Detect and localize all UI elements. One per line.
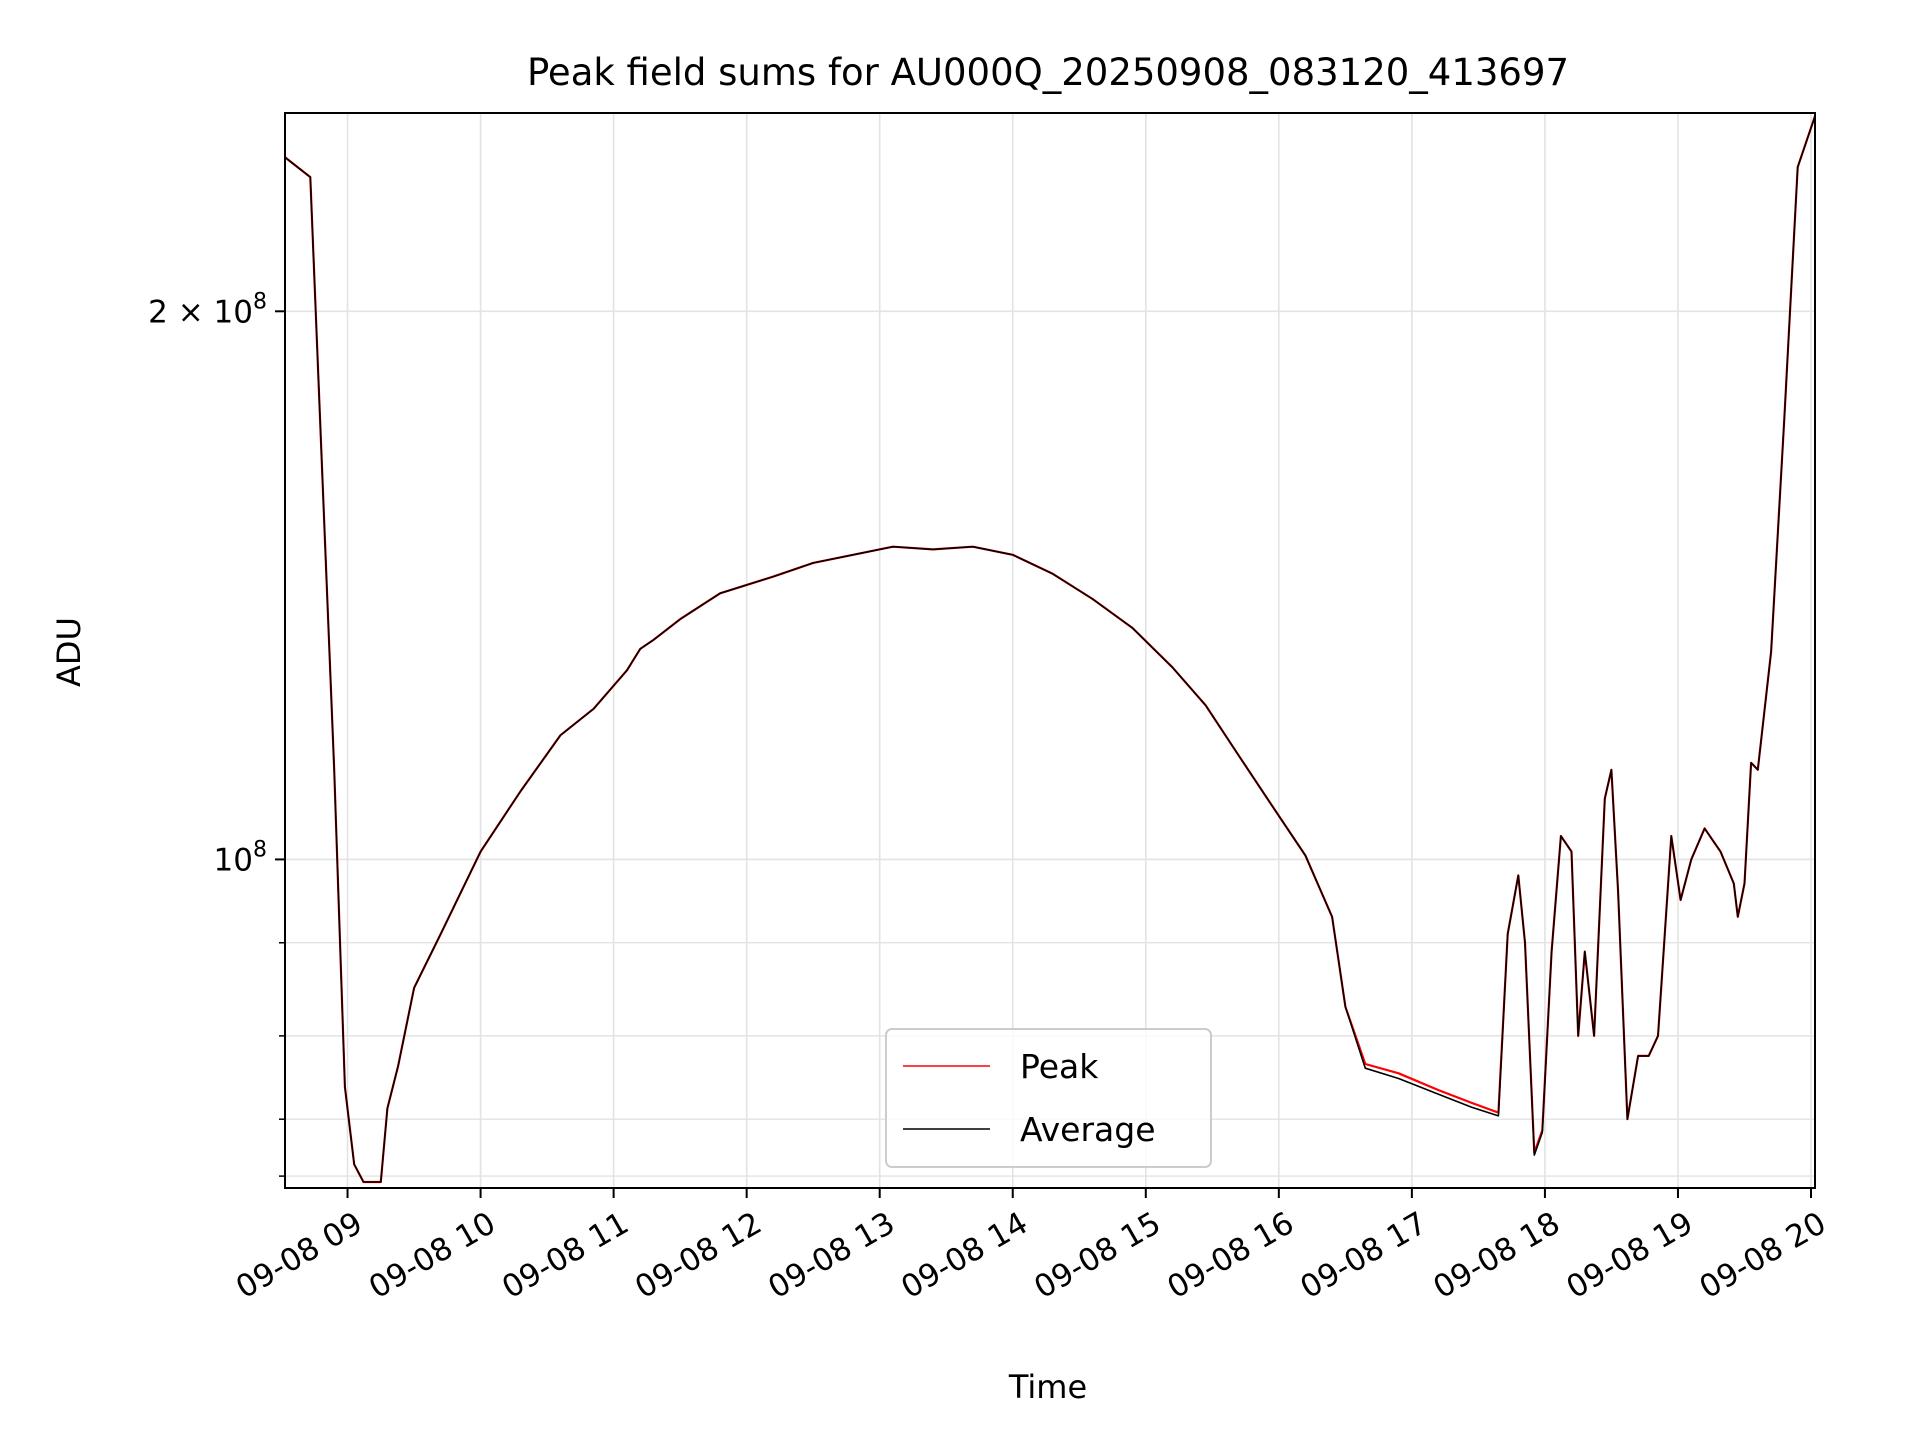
legend-label-peak: Peak — [1020, 1047, 1099, 1086]
y-tick-label: 108 — [214, 837, 267, 878]
chart-title: Peak field sums for AU000Q_20250908_0831… — [527, 51, 1569, 94]
series-line-average — [285, 115, 1815, 1183]
legend: Peak Average — [885, 1028, 1212, 1168]
plot-frame — [284, 112, 1816, 1189]
x-axis-label: Time — [1008, 1368, 1087, 1406]
legend-label-average: Average — [1020, 1110, 1156, 1149]
y-axis-label: ADU — [50, 617, 88, 687]
legend-box — [885, 1028, 1212, 1168]
y-axis-ticks: 108 2 × 108 — [148, 289, 285, 1177]
y-tick-label: 2 × 108 — [148, 289, 267, 330]
plot-series — [285, 115, 1815, 1184]
